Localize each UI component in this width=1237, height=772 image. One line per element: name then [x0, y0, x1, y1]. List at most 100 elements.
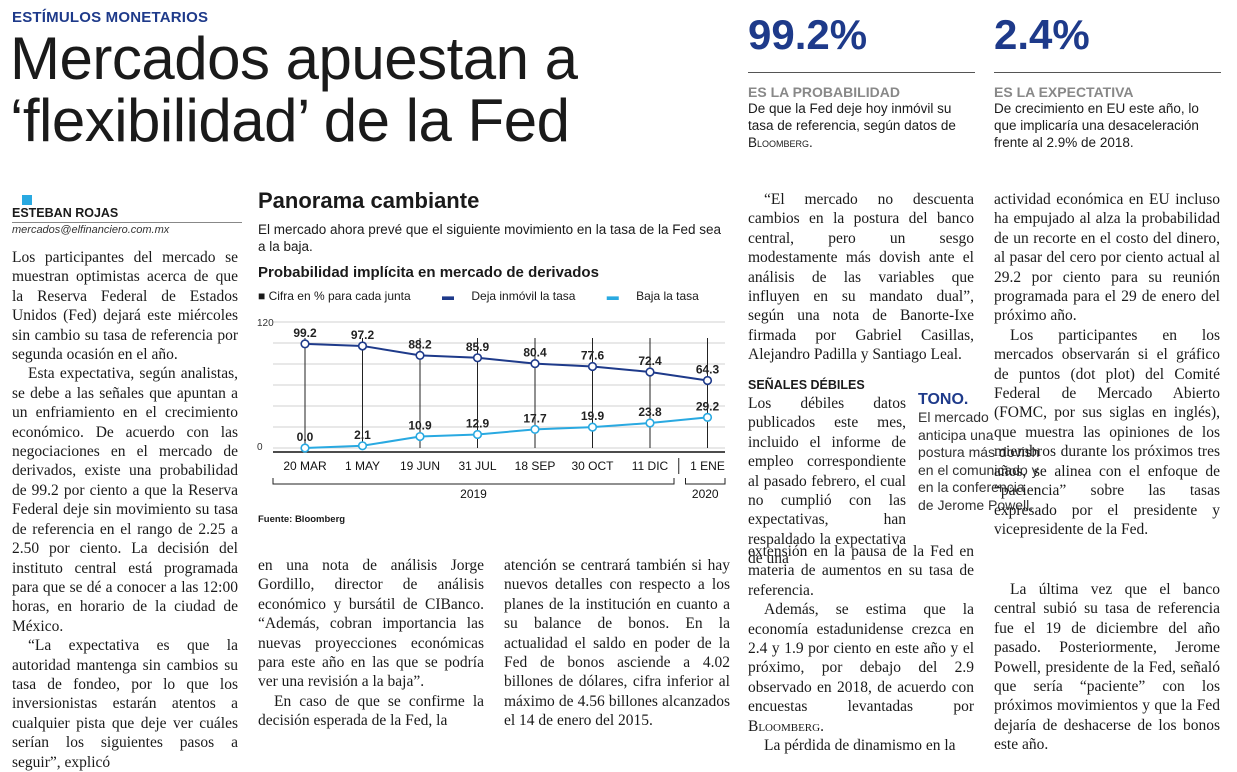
x-tick-label: 1 MAY — [345, 459, 380, 473]
tono-text: El mercado anticipa una postura más dovi… — [918, 409, 1040, 513]
paragraph: En caso de que se confirme la decisión e… — [258, 692, 484, 730]
bloomberg-smallcaps: Bloomberg. — [748, 717, 824, 735]
paragraph: Los participantes en los mercados observ… — [994, 326, 1220, 538]
data-point — [530, 424, 540, 435]
data-point — [530, 358, 540, 369]
paragraph: en una nota de análisis Jorge Gordillo, … — [258, 557, 484, 691]
data-label: 2.1 — [354, 428, 371, 442]
paragraph: “La expectativa es que la autoridad mant… — [12, 637, 238, 771]
article-column-4-bottom: extensión en la pausa de la Fed en mater… — [748, 542, 974, 755]
data-label: 72.4 — [638, 354, 662, 368]
x-tick-label: 20 MAR — [283, 459, 327, 473]
chart-legend: ■ Cifra en % para cada junta ▬ Deja inmó… — [258, 289, 727, 303]
data-label: 29.2 — [696, 399, 720, 413]
article-column-1: Los participantes del mercado se muestra… — [12, 248, 238, 772]
divider — [994, 72, 1221, 73]
article-column-4-mid: Los débiles datos publicados este mes, i… — [748, 394, 906, 569]
graphic-title: Panorama cambiante — [258, 188, 480, 213]
data-point — [587, 361, 598, 372]
data-label: 88.2 — [408, 337, 432, 351]
data-label: 64.3 — [696, 362, 720, 376]
article-column-2: en una nota de análisis Jorge Gordillo, … — [258, 556, 484, 731]
x-tick-label: 18 SEP — [515, 459, 556, 473]
chart-title: Probabilidad implícita en mercado de der… — [258, 264, 599, 281]
article-column-5-bottom: La última vez que el banco central subió… — [994, 580, 1220, 755]
data-point — [415, 350, 425, 360]
data-label: 85.9 — [466, 340, 490, 354]
data-point — [300, 443, 310, 453]
line-chart: 0 120 20 MAR 1 MAY 19 JUN 31 JUL 18 SEP 30 OCT 1… — [257, 318, 726, 501]
paragraph: Esta expectativa, según analistas, se de… — [12, 365, 238, 635]
paragraph: actividad económica en EU incluso ha emp… — [994, 191, 1220, 325]
article-column-3: atención se centrará también si hay nuev… — [504, 556, 730, 731]
data-point — [702, 412, 713, 422]
divider — [12, 222, 242, 223]
year-label: 2020 — [692, 487, 719, 501]
paragraph: Los débiles datos publicados este mes, i… — [748, 395, 906, 568]
headline-line-2: ‘flexibilidad’ de la Fed — [10, 87, 570, 154]
author-name: ESTEBAN ROJAS — [12, 206, 119, 220]
stat-desc: De que la Fed deje hoy inmóvil su tasa d… — [748, 101, 956, 150]
stat-label: ES LA EXPECTATIVA — [994, 84, 1134, 100]
bloomberg-smallcaps: Bloomberg. — [748, 135, 813, 150]
section-label: ESTÍMULOS MONETARIOS — [12, 9, 209, 26]
tono-title: TONO. — [918, 391, 969, 408]
headline-line-1: Mercados apuestan a — [10, 25, 578, 92]
author-flag-icon — [22, 195, 32, 205]
data-point — [357, 341, 368, 351]
paragraph: “El mercado no descuenta cambios en la p… — [748, 191, 974, 364]
x-tick-label: 11 DIC — [632, 459, 669, 473]
data-label: 0.0 — [297, 430, 314, 444]
paragraph: Además, se estima que la economía estadu… — [748, 601, 974, 735]
stat-growth: 2.4% ES LA EXPECTATIVA De crecimiento en… — [994, 12, 1221, 151]
series-line-2 — [304, 416, 708, 449]
stat-value: 2.4% — [994, 11, 1090, 58]
data-label: 12.9 — [466, 416, 490, 430]
stat-probability: 99.2% ES LA PROBABILIDAD De que la Fed d… — [748, 12, 975, 151]
data-point — [645, 367, 655, 377]
data-label: 80.4 — [523, 346, 547, 360]
data-label: 17.7 — [523, 411, 547, 425]
subhead: SEÑALES DÉBILES — [748, 378, 865, 392]
x-tick-label: 1 ENE — [690, 459, 725, 473]
chart-source: Fuente: Bloomberg — [258, 514, 346, 525]
data-point — [415, 431, 425, 442]
legend-series-2: ▬ Baja la tasa — [606, 289, 699, 303]
stat-value: 99.2% — [748, 11, 868, 58]
x-tick-label: 31 JUL — [458, 459, 496, 473]
year-bracket-2019 — [272, 478, 675, 485]
y-tick-label: 0 — [257, 442, 263, 453]
data-point — [702, 375, 713, 386]
paragraph: La pérdida de dinamismo en la — [764, 737, 956, 755]
series-line-1 — [304, 342, 708, 382]
data-label: 97.2 — [351, 328, 375, 342]
paragraph: Los participantes del mercado se muestra… — [12, 249, 238, 364]
x-tick-label: 19 JUN — [400, 459, 440, 473]
stat-label: ES LA PROBABILIDAD — [748, 84, 900, 100]
data-point — [472, 429, 483, 440]
year-bracket-2020 — [685, 478, 726, 485]
data-label: 23.8 — [638, 405, 662, 419]
legend-note: ■ Cifra en % para cada junta — [258, 289, 411, 303]
article-column-4-top: “El mercado no descuenta cambios en la p… — [748, 190, 974, 365]
divider — [748, 72, 975, 73]
data-point — [300, 339, 310, 349]
data-point — [472, 353, 483, 363]
paragraph: extensión en la pausa de la Fed en mater… — [748, 543, 974, 599]
data-label: 99.2 — [293, 326, 317, 340]
year-label: 2019 — [460, 487, 487, 501]
legend-series-1: ▬ Deja inmóvil la tasa — [442, 289, 576, 303]
headline: Mercados apuestan a ‘flexibilidad’ de la… — [10, 28, 710, 152]
sidebar-tono: TONO. El mercado anticipa una postura má… — [918, 391, 1040, 514]
data-label: 77.6 — [581, 349, 605, 363]
article-column-5-top: actividad económica en EU incluso ha emp… — [994, 190, 1220, 539]
data-point — [587, 422, 598, 432]
data-label: 19.9 — [581, 409, 605, 423]
author-email: mercados@elfinanciero.com.mx — [12, 224, 170, 236]
paragraph: atención se centrará también si hay nuev… — [504, 557, 730, 730]
paragraph: La última vez que el banco central subió… — [994, 581, 1220, 754]
byline: ESTEBAN ROJAS mercados@elfinanciero.com.… — [12, 206, 242, 236]
x-tick-label: 30 OCT — [571, 459, 614, 473]
graphic-subtitle: El mercado ahora prevé que el siguiente … — [258, 222, 722, 254]
data-point — [357, 441, 368, 451]
